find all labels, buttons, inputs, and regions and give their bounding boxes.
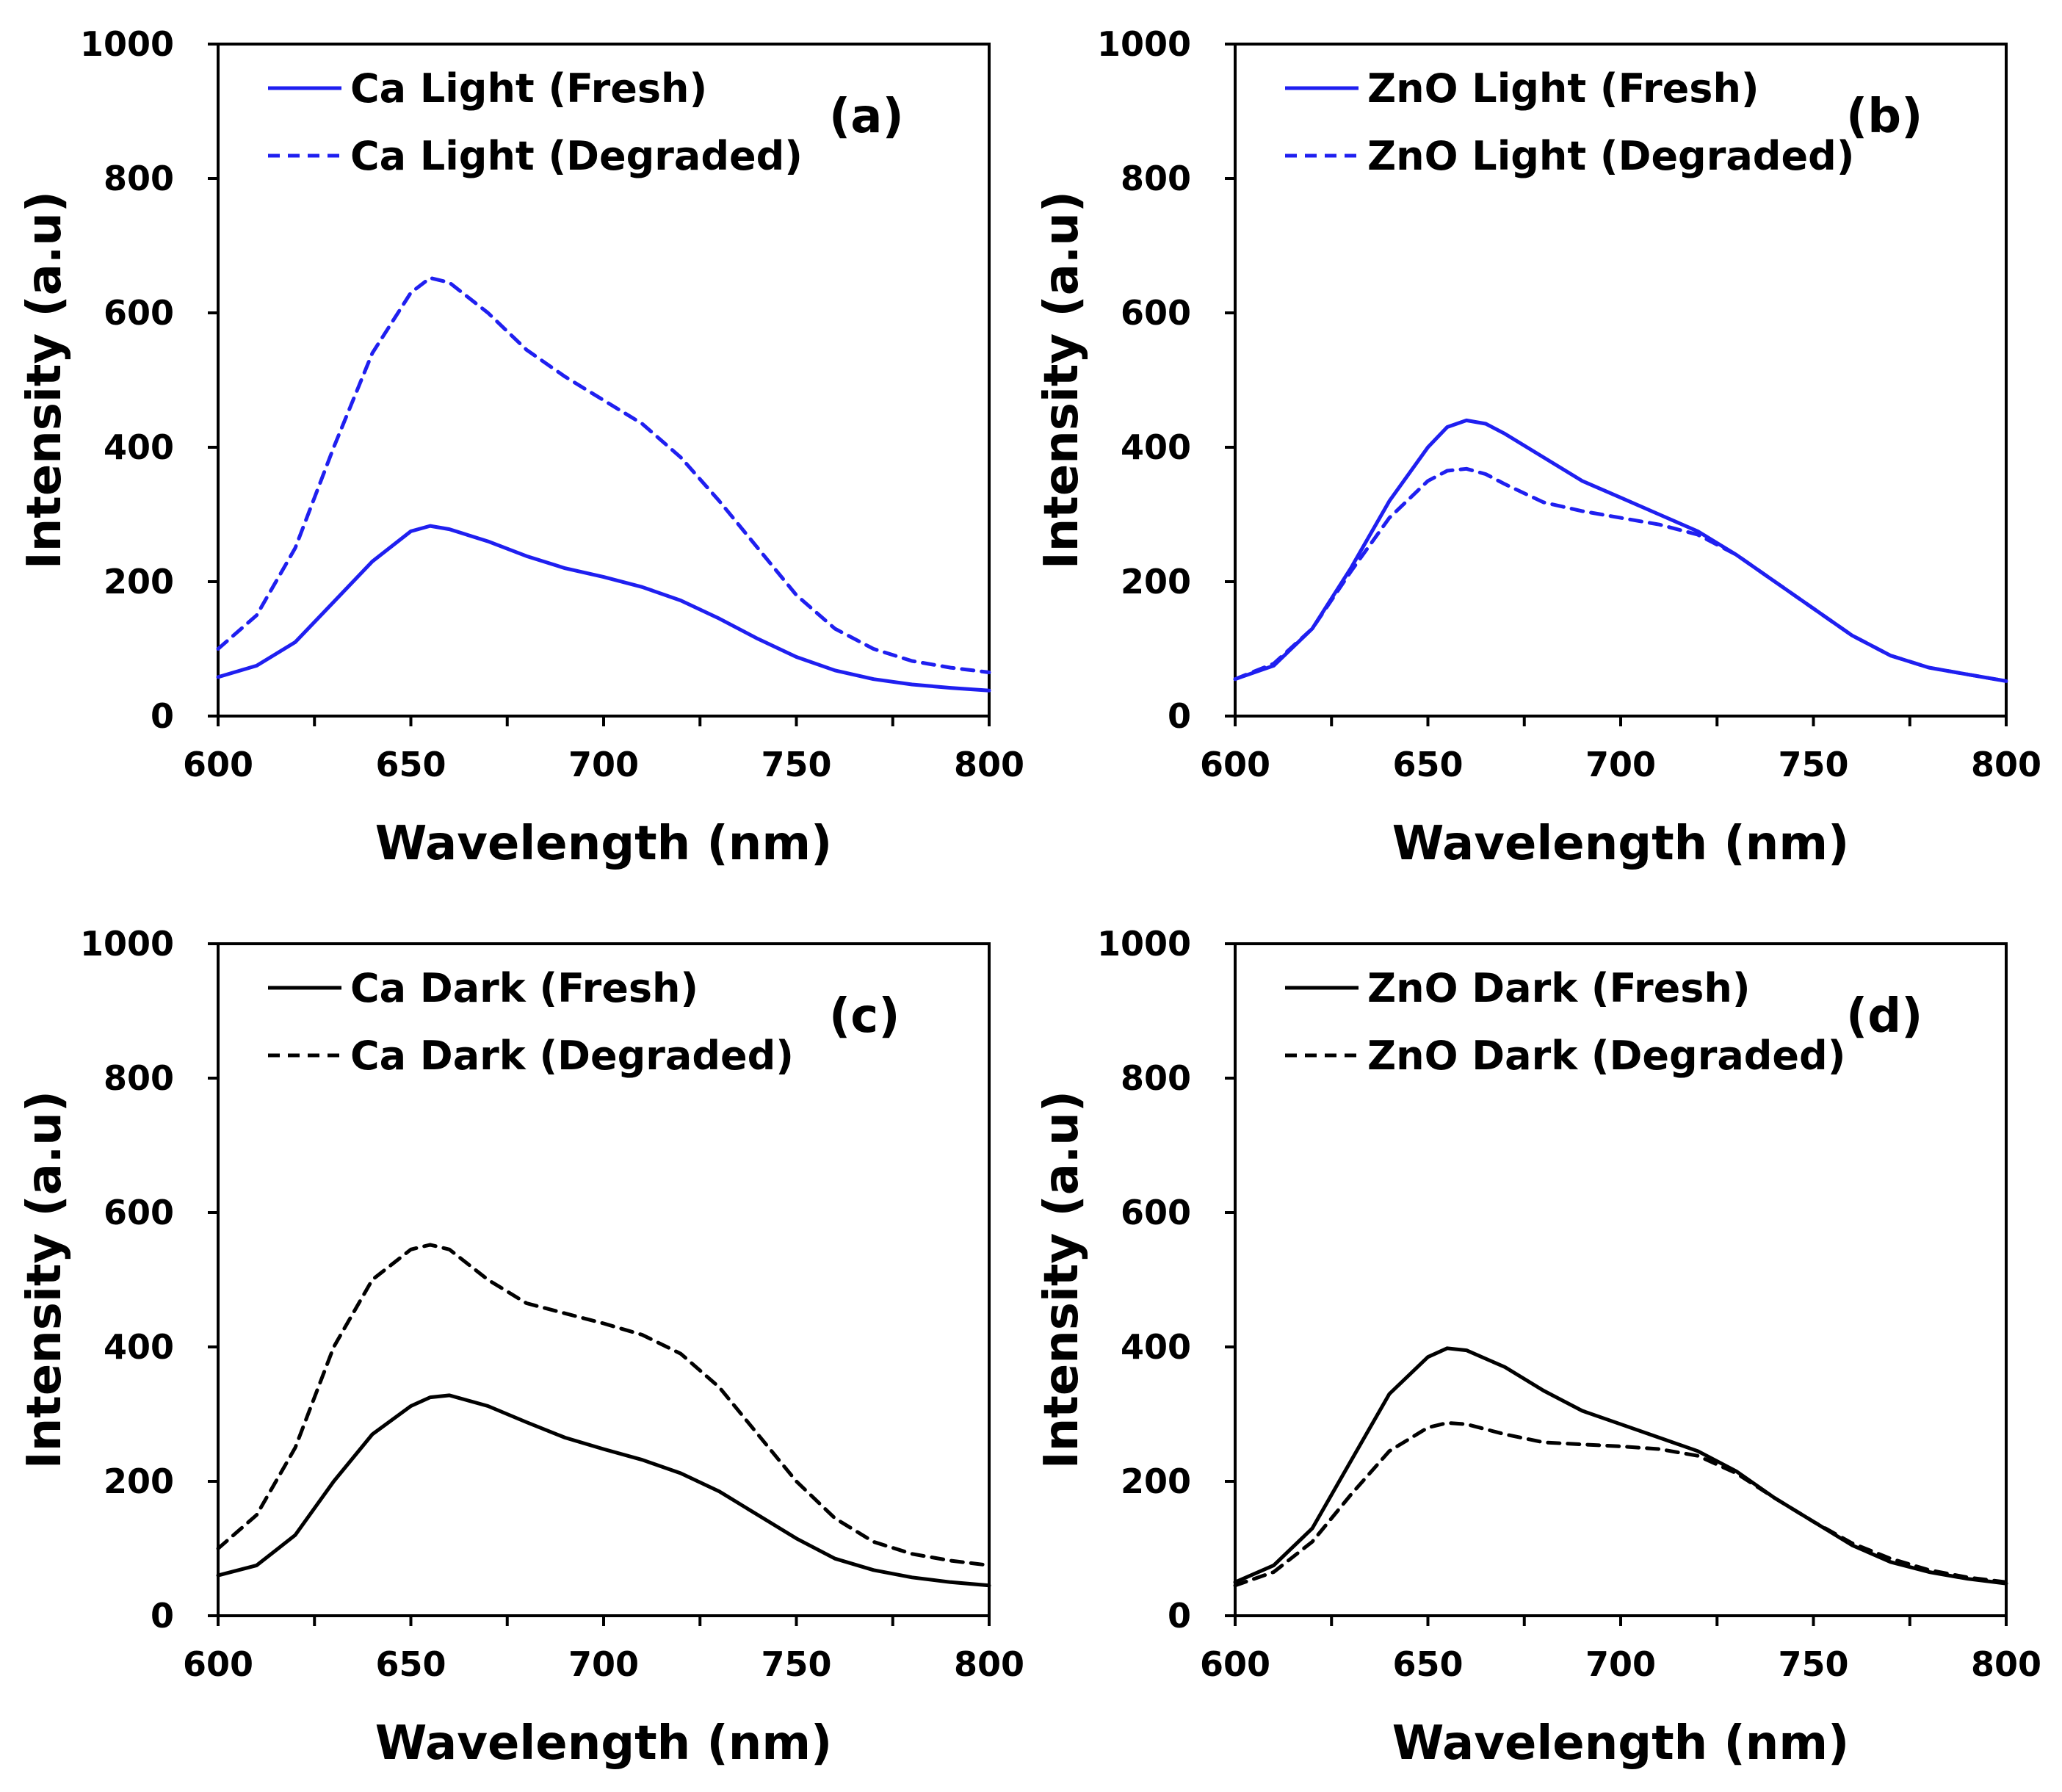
- x-tick-label: 600: [1200, 1644, 1270, 1684]
- series-line-fresh: [216, 1393, 991, 1588]
- y-tick-label: 200: [1121, 1462, 1191, 1501]
- legend-label: Ca Light (Fresh): [350, 65, 707, 112]
- y-tick-label: 400: [1121, 1327, 1191, 1367]
- series-line-degraded: [216, 275, 991, 674]
- x-tick-label: 700: [1585, 745, 1656, 784]
- y-tick-label: 0: [1168, 696, 1191, 736]
- x-tick-label: 650: [1392, 745, 1463, 784]
- x-axis-title: Wavelength (nm): [375, 817, 833, 871]
- x-tick-label: 700: [1585, 1644, 1656, 1684]
- x-tick-label: 600: [1200, 745, 1270, 784]
- y-tick-label: 600: [1121, 1193, 1191, 1232]
- x-tick-label: 800: [1971, 745, 2041, 784]
- y-tick-label: 400: [1121, 427, 1191, 467]
- x-tick-label: 650: [1392, 1644, 1463, 1684]
- chart-panel-3: 600 650 700 750 800 0 200 400 600 800 1000 Waveleng…: [18, 924, 1024, 1771]
- y-tick-label: 800: [104, 1058, 174, 1098]
- y-tick-label: 400: [104, 427, 174, 467]
- y-tick-label: 0: [151, 696, 174, 736]
- series-line-degraded: [1233, 1420, 2008, 1588]
- x-axis-title: Wavelength (nm): [375, 1716, 833, 1771]
- y-axis-title: Intensity (a.u): [18, 191, 72, 569]
- legend-label: Ca Dark (Degraded): [350, 1033, 794, 1079]
- x-tick-label: 650: [375, 745, 446, 784]
- y-tick-label: 600: [104, 1193, 174, 1232]
- series-line-fresh: [216, 524, 991, 693]
- x-tick-label: 750: [761, 745, 831, 784]
- x-tick-label: 750: [1778, 745, 1848, 784]
- y-axis-title: Intensity (a.u): [1035, 191, 1089, 569]
- y-tick-label: 200: [1121, 562, 1191, 601]
- legend-label: ZnO Light (Fresh): [1367, 65, 1759, 112]
- x-tick-label: 800: [954, 745, 1024, 784]
- x-tick-label: 600: [183, 745, 253, 784]
- y-tick-label: 0: [1168, 1596, 1191, 1636]
- y-tick-label: 1000: [1097, 924, 1191, 964]
- chart-panel-2: 600 650 700 750 800 0 200 400 600 800 1000 Waveleng…: [1035, 24, 2041, 871]
- panel-label: (a): [829, 90, 904, 144]
- y-axis-title: Intensity (a.u): [18, 1091, 72, 1469]
- y-tick-label: 1000: [1097, 24, 1191, 64]
- x-tick-label: 750: [761, 1644, 831, 1684]
- panel-label: (c): [829, 989, 900, 1044]
- y-tick-label: 1000: [80, 924, 174, 964]
- x-tick-label: 650: [375, 1644, 446, 1684]
- x-tick-label: 600: [183, 1644, 253, 1684]
- y-tick-label: 600: [1121, 293, 1191, 333]
- y-tick-label: 600: [104, 293, 174, 333]
- y-tick-label: 0: [151, 1596, 174, 1636]
- x-tick-label: 750: [1778, 1644, 1848, 1684]
- series-line-degraded: [216, 1243, 991, 1567]
- series-line-fresh: [1233, 418, 2008, 683]
- x-tick-label: 800: [954, 1644, 1024, 1684]
- x-axis-title: Wavelength (nm): [1392, 1716, 1850, 1771]
- legend-label: ZnO Dark (Fresh): [1367, 965, 1751, 1011]
- y-tick-label: 200: [104, 1462, 174, 1501]
- y-tick-label: 800: [1121, 1058, 1191, 1098]
- legend-label: ZnO Dark (Degraded): [1367, 1033, 1845, 1079]
- y-tick-label: 1000: [80, 24, 174, 64]
- y-tick-label: 400: [104, 1327, 174, 1367]
- x-tick-label: 700: [568, 745, 639, 784]
- chart-panel-1: 600 650 700 750 800 0 200 400 600 800 1000 Waveleng…: [18, 24, 1024, 871]
- y-tick-label: 800: [1121, 159, 1191, 198]
- x-axis-title: Wavelength (nm): [1392, 817, 1850, 871]
- series-line-fresh: [1233, 1346, 2008, 1586]
- y-tick-label: 800: [104, 159, 174, 198]
- y-tick-label: 200: [104, 562, 174, 601]
- x-tick-label: 700: [568, 1644, 639, 1684]
- series-line-degraded: [1233, 466, 2008, 683]
- panel-label: (b): [1846, 90, 1922, 144]
- legend-label: Ca Light (Degraded): [350, 133, 803, 179]
- panel-label: (d): [1846, 989, 1922, 1044]
- x-tick-label: 800: [1971, 1644, 2041, 1684]
- chart-panel-4: 600 650 700 750 800 0 200 400 600 800 1000 Waveleng…: [1035, 924, 2041, 1771]
- y-axis-title: Intensity (a.u): [1035, 1091, 1089, 1469]
- legend-label: Ca Dark (Fresh): [350, 965, 698, 1011]
- legend-label: ZnO Light (Degraded): [1367, 133, 1854, 179]
